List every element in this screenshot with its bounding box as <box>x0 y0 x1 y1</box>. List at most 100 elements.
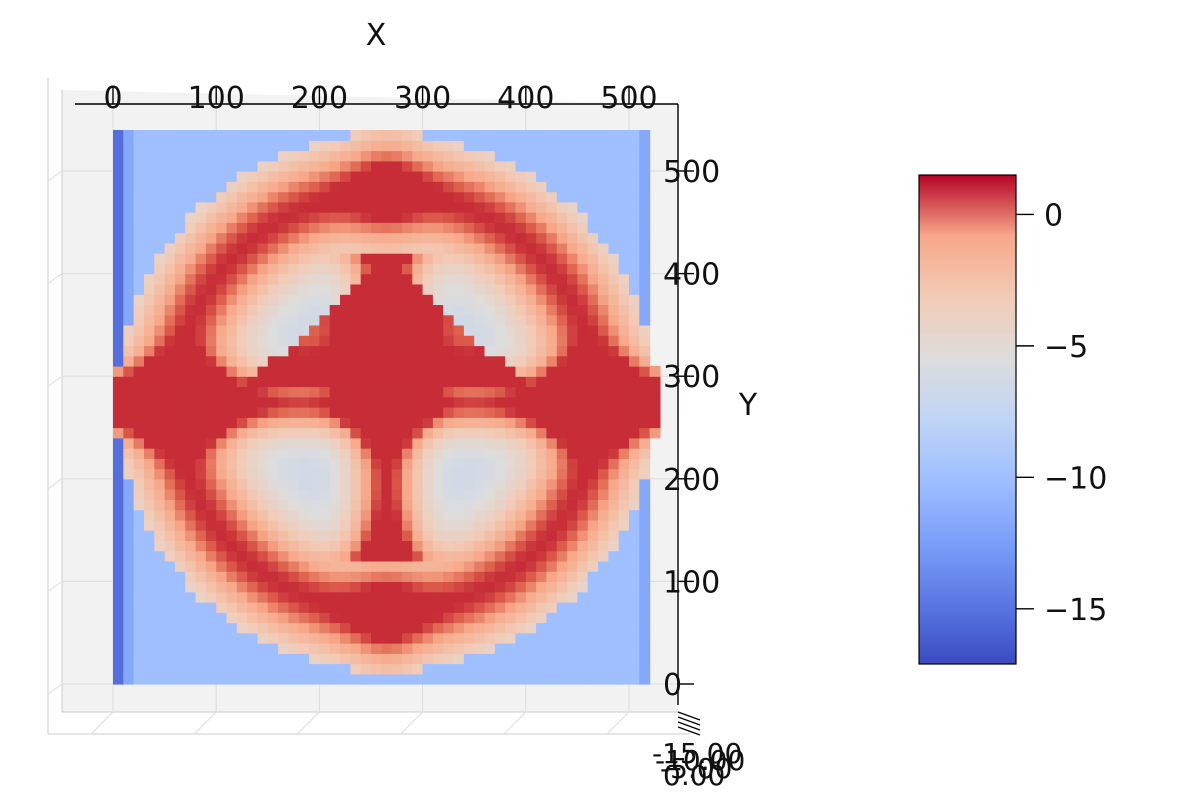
surface-cell <box>515 263 527 275</box>
surface-cell <box>236 571 248 582</box>
surface-cell <box>546 232 558 244</box>
surface-cell <box>247 376 259 388</box>
surface-cell <box>123 335 135 347</box>
surface-cell <box>432 560 444 572</box>
surface-cell <box>391 201 403 213</box>
surface-cell <box>443 212 455 223</box>
surface-cell <box>443 581 455 593</box>
surface-cell <box>133 242 145 254</box>
surface-cell <box>278 581 289 593</box>
surface-cell <box>340 345 351 357</box>
surface-cell <box>216 314 228 326</box>
surface-cell <box>556 591 568 603</box>
surface-cell <box>226 201 238 213</box>
surface-cell <box>618 622 630 634</box>
surface-cell <box>474 191 486 203</box>
surface-cell <box>319 314 331 326</box>
surface-cell <box>474 663 486 675</box>
surface-cell <box>298 591 310 603</box>
surface-cell <box>463 396 475 408</box>
surface-cell <box>185 458 197 470</box>
surface-cell <box>113 314 124 326</box>
surface-cell <box>329 263 341 275</box>
surface-cell <box>288 273 300 285</box>
surface-cell <box>329 201 341 213</box>
surface-cell <box>443 130 455 141</box>
surface-cell <box>402 242 413 254</box>
surface-cell <box>463 612 475 624</box>
surface-cell <box>113 355 124 367</box>
surface-cell <box>525 232 537 244</box>
surface-cell <box>267 263 279 275</box>
surface-cell <box>587 437 599 449</box>
surface-cell <box>329 673 341 685</box>
surface-cell <box>226 396 238 408</box>
surface-cell <box>144 458 155 470</box>
surface-cell <box>432 581 444 593</box>
z-tick-label: -10.00 <box>655 744 745 777</box>
surface-cell <box>629 499 640 511</box>
surface-cell <box>587 191 599 203</box>
surface-cell <box>185 294 197 305</box>
surface-cell <box>546 345 558 357</box>
surface-cell <box>608 304 620 316</box>
surface-cell <box>195 314 207 326</box>
surface-cell <box>185 304 197 316</box>
surface-cell <box>113 540 124 552</box>
surface-cell <box>329 612 341 624</box>
surface-cell <box>185 530 197 541</box>
surface-cell <box>113 601 124 613</box>
surface-cell <box>350 345 362 357</box>
surface-cell <box>432 591 444 603</box>
surface-cell <box>463 509 475 521</box>
surface-cell <box>371 232 382 244</box>
surface-cell <box>587 150 599 162</box>
surface-cell <box>154 540 166 552</box>
surface-cell <box>402 673 413 685</box>
surface-cell <box>309 253 320 264</box>
surface-cell <box>546 294 558 305</box>
surface-cell <box>257 150 269 162</box>
surface-cell <box>164 150 176 162</box>
surface-cell <box>195 355 207 367</box>
colorbar-tick-label: −15 <box>1044 593 1107 628</box>
surface-cell <box>278 601 289 613</box>
surface-cell <box>205 448 217 459</box>
surface-cell <box>144 468 155 480</box>
surface-cell <box>288 263 300 275</box>
surface-cell <box>608 365 620 377</box>
surface-cell <box>350 263 362 275</box>
surface-cell <box>412 335 424 347</box>
surface-cell <box>350 519 362 531</box>
surface-cell <box>536 622 547 634</box>
surface-cell <box>164 160 176 172</box>
surface-cell <box>195 335 207 347</box>
surface-cell <box>236 294 248 305</box>
surface-cell <box>432 273 444 285</box>
surface-cell <box>350 232 362 244</box>
surface-cell <box>608 622 620 634</box>
surface-cell <box>381 519 393 531</box>
surface-cell <box>391 181 403 193</box>
surface-cell <box>174 386 186 398</box>
surface-cell <box>350 160 362 172</box>
surface-cell <box>319 150 331 162</box>
surface-cell <box>247 273 259 285</box>
surface-cell <box>133 622 145 634</box>
surface-cell <box>432 519 444 531</box>
surface-cell <box>329 601 341 613</box>
surface-cell <box>298 212 310 223</box>
surface-cell <box>113 509 124 521</box>
surface-cell <box>216 437 228 449</box>
surface-cell <box>463 478 475 490</box>
surface-cell <box>505 304 517 316</box>
surface-cell <box>525 591 537 603</box>
surface-cell <box>536 550 547 562</box>
surface-cell <box>340 550 351 562</box>
surface-cell <box>309 222 320 234</box>
surface-cell <box>350 591 362 603</box>
surface-cell <box>618 417 630 429</box>
surface-cell <box>174 355 186 367</box>
surface-cell <box>329 396 341 408</box>
surface-cell <box>329 283 341 295</box>
